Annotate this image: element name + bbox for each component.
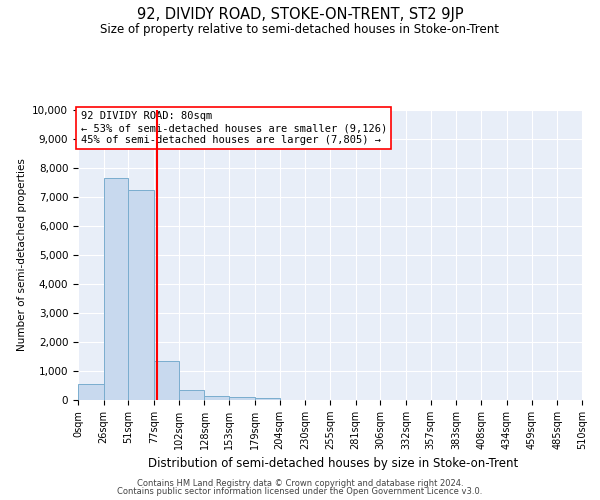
Bar bbox=[205, 396, 229, 400]
Bar bbox=[104, 178, 128, 400]
Text: Contains HM Land Registry data © Crown copyright and database right 2024.: Contains HM Land Registry data © Crown c… bbox=[137, 478, 463, 488]
Text: Contains public sector information licensed under the Open Government Licence v3: Contains public sector information licen… bbox=[118, 487, 482, 496]
Bar bbox=[255, 398, 280, 400]
Text: 92, DIVIDY ROAD, STOKE-ON-TRENT, ST2 9JP: 92, DIVIDY ROAD, STOKE-ON-TRENT, ST2 9JP bbox=[137, 8, 463, 22]
Bar bbox=[154, 361, 179, 400]
Text: 92 DIVIDY ROAD: 80sqm
← 53% of semi-detached houses are smaller (9,126)
45% of s: 92 DIVIDY ROAD: 80sqm ← 53% of semi-deta… bbox=[80, 112, 387, 144]
Text: Size of property relative to semi-detached houses in Stoke-on-Trent: Size of property relative to semi-detach… bbox=[101, 22, 499, 36]
Y-axis label: Number of semi-detached properties: Number of semi-detached properties bbox=[17, 158, 27, 352]
Bar bbox=[78, 384, 104, 400]
Bar bbox=[229, 397, 255, 400]
Bar bbox=[179, 390, 205, 400]
Bar bbox=[128, 190, 154, 400]
Text: Distribution of semi-detached houses by size in Stoke-on-Trent: Distribution of semi-detached houses by … bbox=[148, 458, 518, 470]
